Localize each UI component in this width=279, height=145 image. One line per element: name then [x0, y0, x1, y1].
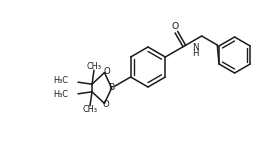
Text: O: O: [103, 67, 110, 76]
Text: O: O: [172, 22, 179, 31]
Text: H: H: [192, 49, 198, 58]
Text: CH₃: CH₃: [83, 105, 97, 114]
Text: O: O: [102, 100, 109, 109]
Text: B: B: [109, 84, 115, 93]
Text: CH₃: CH₃: [86, 62, 102, 71]
Text: H₃C: H₃C: [53, 76, 68, 85]
Text: N: N: [192, 44, 198, 52]
Text: H₃C: H₃C: [53, 90, 68, 99]
